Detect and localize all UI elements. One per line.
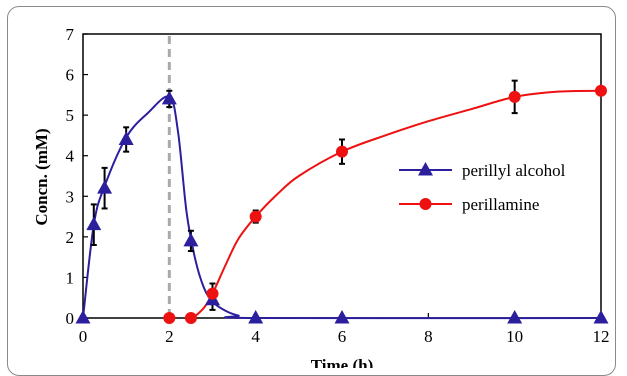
legend-label-perillamine: perillamine	[462, 195, 539, 214]
perillyl-alcohol-point	[86, 216, 102, 231]
y-axis-title: Concn. (mM)	[32, 128, 51, 225]
legend-marker-perillamine	[419, 198, 432, 210]
y-tick-label: 2	[66, 228, 75, 247]
perillyl-alcohol-point	[183, 232, 199, 247]
perillyl-alcohol-point	[248, 310, 264, 324]
x-tick-label: 0	[79, 327, 88, 346]
perillamine-point	[206, 287, 219, 300]
x-tick-label: 6	[338, 327, 347, 346]
x-tick-label: 4	[251, 327, 260, 346]
y-tick-label: 1	[66, 268, 75, 287]
perillyl-alcohol-point	[75, 310, 91, 324]
perillamine-point	[595, 84, 607, 97]
legend-label-perillyl-alcohol: perillyl alcohol	[462, 161, 566, 180]
perillyl-alcohol-point	[97, 180, 113, 194]
legend-marker-perillyl-alcohol	[418, 162, 433, 176]
perillamine-point	[508, 90, 521, 103]
y-tick-label: 0	[66, 309, 75, 328]
y-tick-label: 3	[66, 187, 75, 206]
x-tick-label: 12	[593, 327, 610, 346]
y-tick-label: 7	[66, 25, 75, 44]
perillyl-alcohol-point	[118, 131, 134, 145]
perillyl-alcohol-point	[593, 310, 609, 324]
x-axis-title: Time (h)	[311, 356, 374, 368]
perillamine-point	[336, 145, 348, 158]
perillamine-point	[163, 312, 176, 324]
perillyl-alcohol-point	[161, 90, 177, 105]
perillyl-alcohol-point	[334, 310, 350, 324]
perillamine-point	[184, 312, 197, 324]
x-tick-label: 2	[165, 327, 174, 346]
y-tick-label: 5	[66, 106, 75, 125]
y-tick-label: 4	[66, 147, 75, 166]
y-tick-label: 6	[66, 66, 75, 85]
perillamine-line	[192, 89, 602, 319]
x-tick-label: 8	[424, 327, 433, 346]
perillamine-point	[249, 210, 262, 223]
x-tick-label: 10	[506, 327, 523, 346]
perillyl-alcohol-point	[507, 310, 523, 324]
